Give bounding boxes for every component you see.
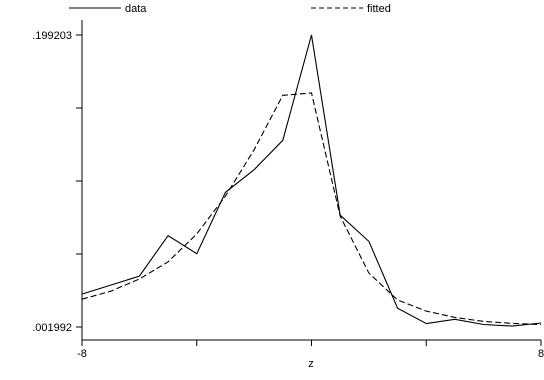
legend-label-fitted: fitted xyxy=(367,3,391,15)
legend: data fitted xyxy=(69,3,391,15)
y-tick-label: .199203 xyxy=(32,30,72,42)
y-tick-label: .001992 xyxy=(32,322,72,334)
x-tick-label: -8 xyxy=(77,348,87,360)
legend-label-data: data xyxy=(125,3,147,15)
x-tick-label: 8 xyxy=(538,348,544,360)
x-axis-label: z xyxy=(308,358,314,370)
series-line-fitted xyxy=(81,92,542,326)
series-line-data xyxy=(81,34,542,327)
